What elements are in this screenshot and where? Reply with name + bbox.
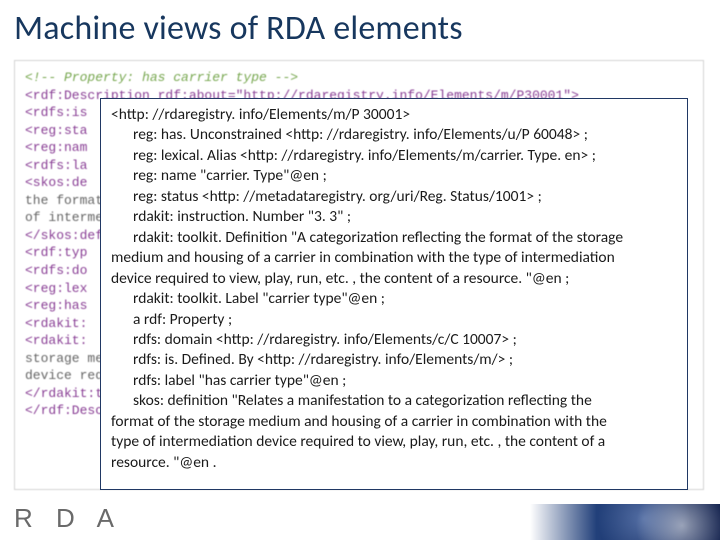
ttl-line: resource. "@en . (111, 453, 677, 473)
turtle-code-box: <http: //rdaregistry. info/Elements/m/P … (100, 98, 688, 490)
code-line: <rdakit: (25, 316, 87, 331)
slide-title: Machine views of RDA elements (14, 8, 463, 49)
code-line: <skos:de (25, 175, 87, 190)
code-line: the format (25, 193, 103, 208)
ttl-line: rdfs: domain <http: //rdaregistry. info/… (111, 330, 677, 350)
ttl-line: reg: has. Unconstrained <http: //rdaregi… (111, 125, 677, 145)
ttl-line: skos: definition "Relates a manifestatio… (111, 391, 677, 411)
code-line: <reg:has (25, 298, 87, 313)
code-line: <rdakit: (25, 333, 87, 348)
code-line: </rdf:Desc (25, 403, 103, 418)
code-line: <rdf:typ (25, 245, 87, 260)
code-line: <rdfs:la (25, 158, 87, 173)
code-line: of interme (25, 210, 103, 225)
ttl-line: type of intermediation device required t… (111, 432, 677, 452)
code-line: </rdakit:t (25, 386, 103, 401)
ttl-line: rdfs: label "has carrier type"@en ; (111, 371, 677, 391)
code-line: <rdfs:do (25, 263, 87, 278)
code-line: <rdfs:is (25, 105, 87, 120)
ttl-line: reg: status <http: //metadataregistry. o… (111, 187, 677, 207)
code-line: storage me (25, 351, 103, 366)
ttl-line: rdfs: is. Defined. By <http: //rdaregist… (111, 350, 677, 370)
code-line: <reg:nam (25, 140, 87, 155)
ttl-line: rdakit: instruction. Number "3. 3" ; (111, 207, 677, 227)
ttl-line: a rdf: Property ; (111, 310, 677, 330)
ttl-line: medium and housing of a carrier in combi… (111, 248, 677, 268)
ttl-line: device required to view, play, run, etc.… (111, 269, 677, 289)
slide: Machine views of RDA elements <!-- Prope… (0, 0, 720, 540)
footer-decoration (530, 504, 720, 540)
rda-logo: R D A (14, 503, 122, 534)
code-line: </skos:def (25, 228, 103, 243)
ttl-line: rdakit: toolkit. Definition "A categoriz… (111, 228, 677, 248)
code-line: <!-- Property: has carrier type --> (25, 70, 298, 85)
ttl-line: rdakit: toolkit. Label "carrier type"@en… (111, 289, 677, 309)
ttl-line: reg: name "carrier. Type"@en ; (111, 166, 677, 186)
code-line: <reg:sta (25, 123, 87, 138)
ttl-line: <http: //rdaregistry. info/Elements/m/P … (111, 105, 677, 125)
ttl-line: reg: lexical. Alias <http: //rdaregistry… (111, 146, 677, 166)
ttl-line: format of the storage medium and housing… (111, 412, 677, 432)
code-line: device req (25, 368, 103, 383)
code-line: <reg:lex (25, 281, 87, 296)
